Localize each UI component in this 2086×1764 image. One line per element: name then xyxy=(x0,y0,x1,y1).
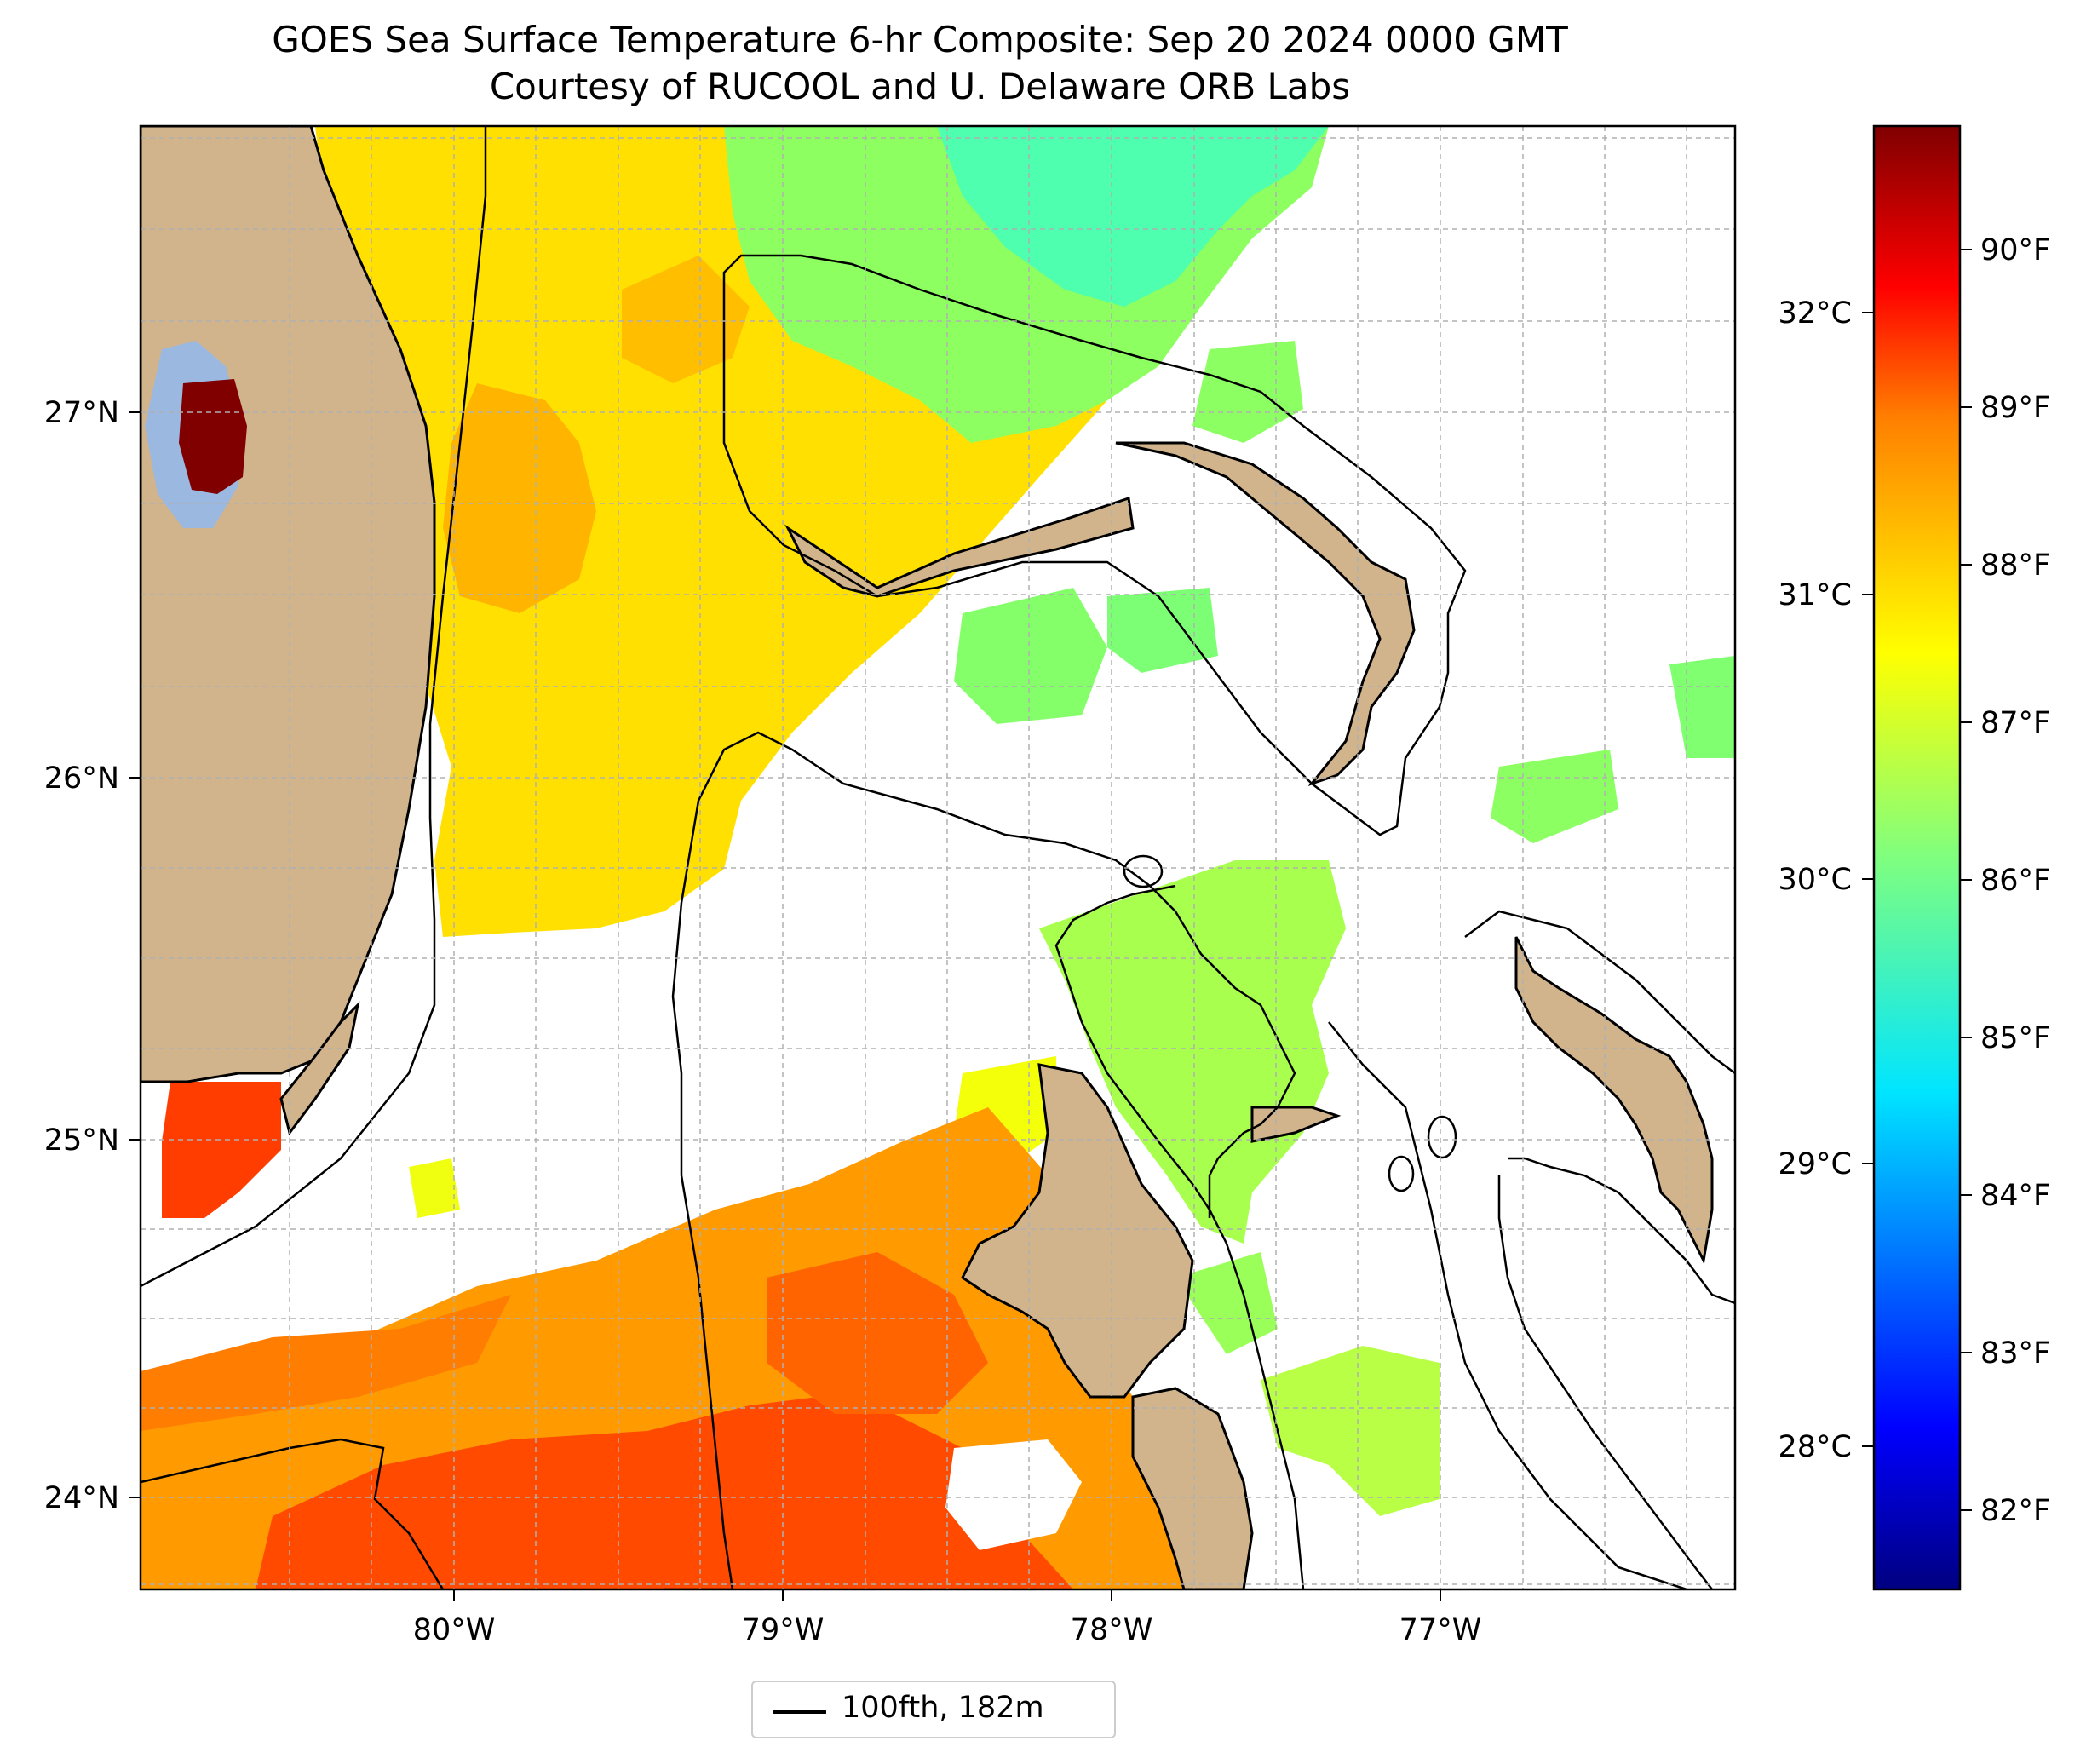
abaco-island xyxy=(1115,441,1416,787)
legend-label: 100fth, 182m xyxy=(842,1691,1044,1725)
sst-field xyxy=(141,126,1735,1589)
sst-south-green xyxy=(1261,1346,1440,1516)
andros-south-islands xyxy=(1131,1387,1254,1589)
map-plot-area xyxy=(141,126,1735,1589)
isobath-eleuthera xyxy=(1464,910,1735,1075)
colorbar-celsius-ticks xyxy=(1862,312,1874,1447)
isobath-ring-3 xyxy=(1427,1115,1457,1159)
colorbar-c-label: 30°C xyxy=(1779,863,1852,897)
lat-label-25n: 25°N xyxy=(44,1123,119,1158)
colorbar-c-label: 31°C xyxy=(1779,578,1852,612)
sst-yellow-small xyxy=(409,1158,460,1218)
isobath-andros-west xyxy=(1054,884,1176,972)
gridlines xyxy=(141,126,1735,1589)
isobath-exuma-inner-2 xyxy=(1497,1175,1713,1589)
colorbar-c-label: 28°C xyxy=(1779,1430,1852,1464)
lon-label-80w: 80°W xyxy=(413,1613,496,1647)
sst-green-patch-c xyxy=(1107,588,1218,673)
colorbar-f-label: 84°F xyxy=(1980,1179,2050,1213)
sst-green-patch-b xyxy=(954,588,1107,724)
colorbar-f-label: 89°F xyxy=(1980,391,2050,425)
grand-bahama-island xyxy=(784,497,1135,598)
colorbar-f-label: 88°F xyxy=(1980,549,2050,583)
lat-label-24n: 24°N xyxy=(44,1481,119,1515)
lat-label-27n: 27°N xyxy=(44,396,119,430)
colorbar-c-label: 32°C xyxy=(1779,296,1852,330)
isobath-ring-1 xyxy=(1123,854,1164,888)
sst-southwest-band xyxy=(141,1295,511,1431)
colorbar-c-label: 29°C xyxy=(1779,1147,1852,1181)
sst-south-hot-2 xyxy=(767,1252,988,1414)
sst-central-green xyxy=(1039,860,1346,1244)
isobath-ring-2 xyxy=(1388,1155,1415,1192)
chart-subtitle: Courtesy of RUCOOL and U. Delaware ORB L… xyxy=(489,66,1351,107)
sst-south-hot xyxy=(256,1397,1073,1589)
lat-label-26n: 26°N xyxy=(44,761,119,796)
isobath-florida-east xyxy=(141,126,487,1288)
isobath-andros-east xyxy=(1063,970,1305,1589)
colorbar-f-label: 82°F xyxy=(1980,1494,2050,1528)
florida-keys xyxy=(279,1001,360,1136)
sst-orange-patch-2 xyxy=(622,256,750,383)
berry-islands-fragment xyxy=(1250,1106,1342,1143)
isobath-exuma-inner xyxy=(1508,1157,1735,1305)
isobath-contours xyxy=(141,126,1735,1589)
sst-coolest-north xyxy=(937,126,1329,307)
colorbar-f-label: 90°F xyxy=(1980,233,2050,267)
map-frame xyxy=(139,124,1737,1591)
isobath-tongue-ocean xyxy=(664,731,1296,1589)
sst-white-gap xyxy=(945,1439,1082,1550)
legend: 100fth, 182m xyxy=(751,1681,1116,1738)
colorbar-f-label: 85°F xyxy=(1980,1021,2050,1055)
isobath-grand-bahama xyxy=(722,254,1467,836)
colorbar-fahrenheit-ticks xyxy=(1960,249,1972,1511)
colorbar-f-label: 83°F xyxy=(1980,1336,2050,1370)
axis-ticks xyxy=(129,411,1441,1601)
andros-island xyxy=(961,1063,1194,1399)
lon-label-79w: 79°W xyxy=(742,1613,825,1647)
colorbar-f-label: 87°F xyxy=(1980,706,2050,740)
isobath-exuma xyxy=(1328,1021,1687,1589)
legend-line-swatch xyxy=(773,1710,826,1714)
colorbar xyxy=(1872,124,1962,1591)
lon-label-77w: 77°W xyxy=(1399,1613,1482,1647)
lon-label-78w: 78°W xyxy=(1071,1613,1153,1647)
colorbar-f-label: 86°F xyxy=(1980,864,2050,898)
sst-orange-patch-1 xyxy=(443,383,596,613)
land xyxy=(141,126,1714,1589)
eleuthera-island xyxy=(1514,936,1714,1265)
sst-keys-red xyxy=(162,1082,281,1218)
lake-okeechobee-warm xyxy=(179,379,247,494)
chart-title: GOES Sea Surface Temperature 6-hr Compos… xyxy=(272,19,1568,60)
